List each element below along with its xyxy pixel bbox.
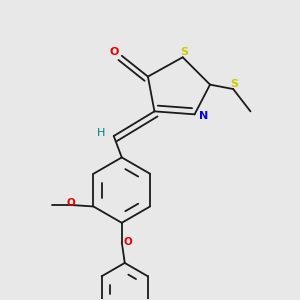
Text: O: O	[124, 236, 133, 247]
Text: H: H	[97, 128, 105, 138]
Text: N: N	[199, 111, 208, 121]
Text: S: S	[231, 79, 239, 89]
Text: O: O	[110, 47, 119, 57]
Text: S: S	[180, 47, 188, 57]
Text: O: O	[67, 198, 76, 208]
